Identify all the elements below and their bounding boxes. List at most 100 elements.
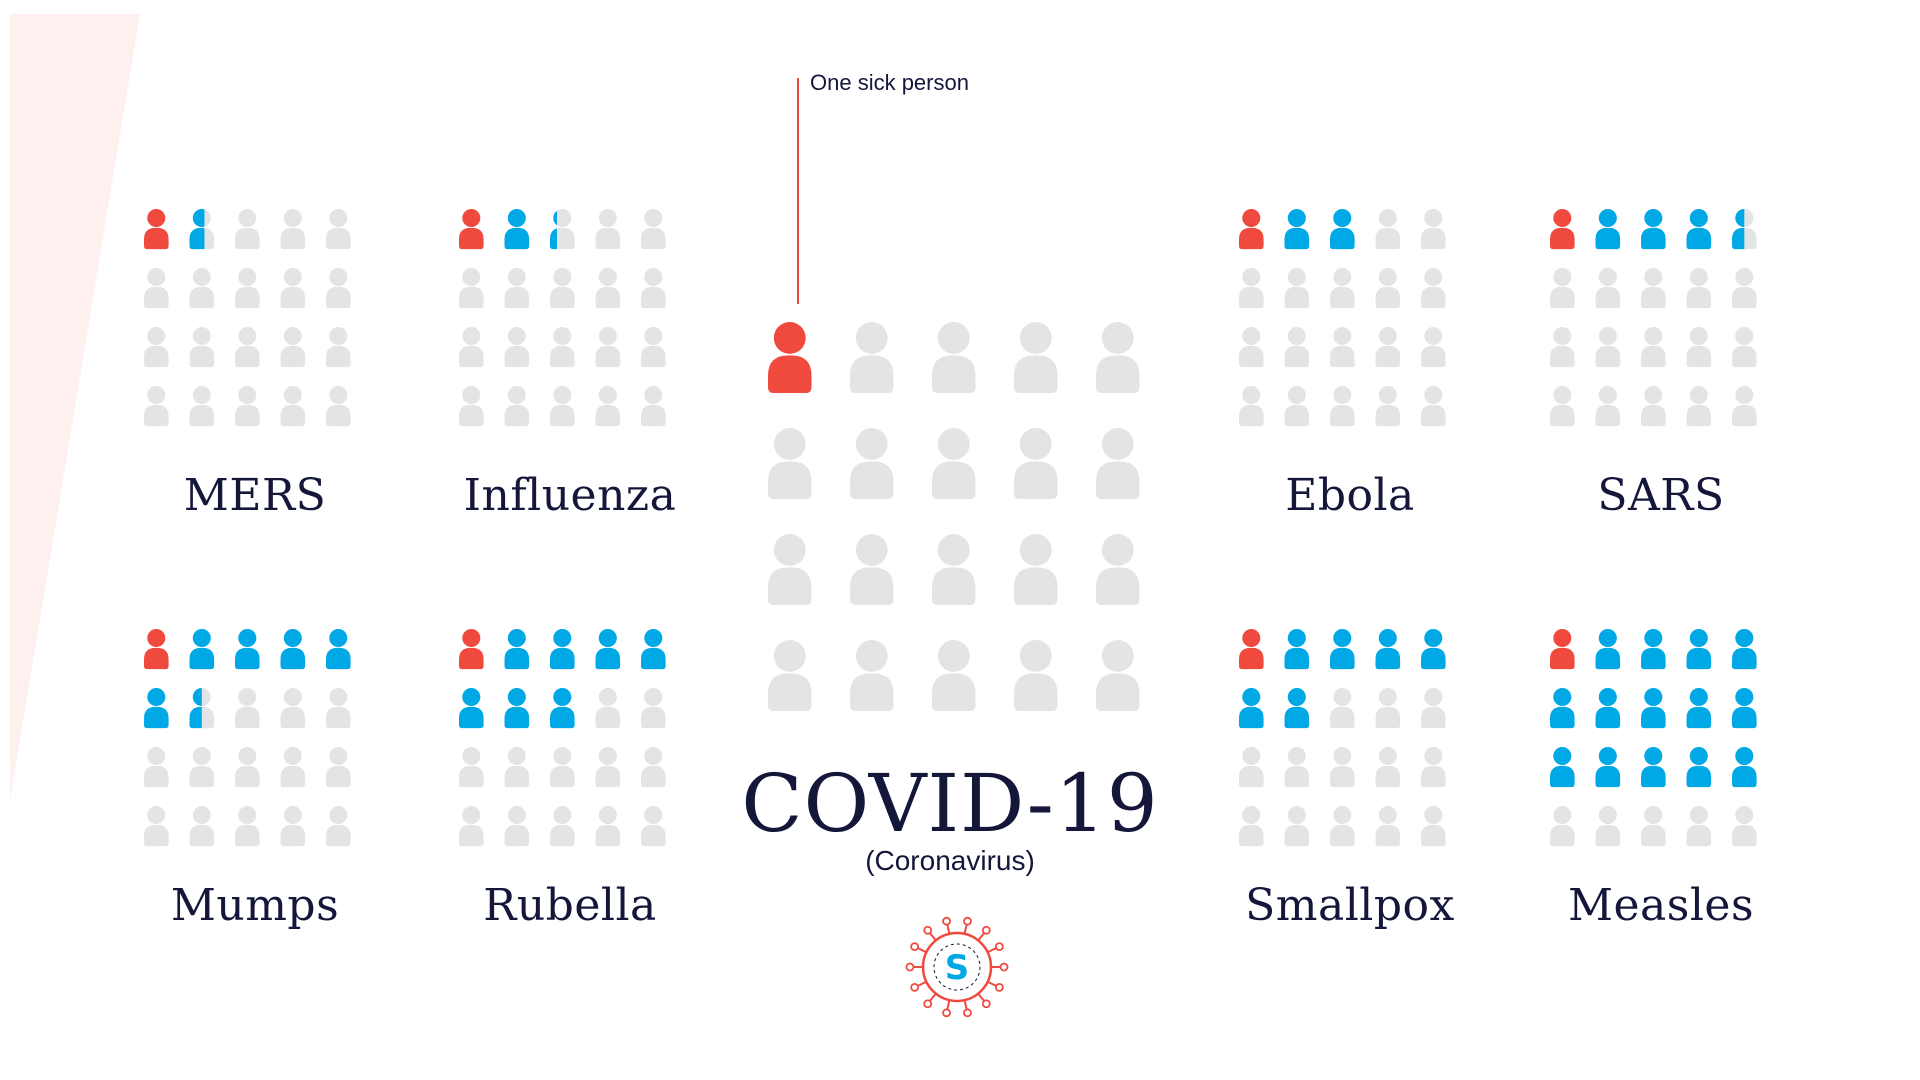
person-icon [550,747,575,788]
person-icon [1686,688,1712,729]
person-icon [326,806,351,847]
empty-person-icon [595,209,621,250]
empty-person-icon [144,327,169,368]
person-icon [1375,747,1401,788]
empty-person-icon [235,268,260,309]
person-icon [1641,386,1666,427]
empty-person-icon [1375,688,1401,729]
empty-person-icon [595,688,621,729]
empty-person-icon [144,747,169,788]
empty-person-icon [1686,268,1712,309]
person-icon [1330,268,1355,309]
person-icon [144,327,169,368]
person-icon [1550,209,1575,250]
person-icon [326,268,351,309]
empty-person-icon [1732,806,1757,847]
person-icon [1239,806,1264,847]
person-icon [144,688,169,729]
person-icon [1014,640,1058,712]
person-icon [326,209,351,250]
person-icon [641,327,666,368]
panel-sars: SARS [1546,205,1776,525]
infected-person-icon [1595,688,1621,729]
person-icon [1375,327,1401,368]
empty-person-icon [459,327,484,368]
person-icon [504,209,530,250]
person-icon [1284,386,1310,427]
empty-person-icon [1014,322,1058,394]
person-icon [280,386,306,427]
empty-person-icon [144,386,169,427]
empty-person-icon [326,806,351,847]
person-icon [1550,629,1575,670]
person-icon [1686,806,1712,847]
empty-person-icon [280,688,306,729]
infected-person-icon [1641,688,1666,729]
pictogram-grid [144,208,351,427]
infected-person-icon [1550,747,1575,788]
sick-person-icon [1239,209,1264,250]
empty-person-icon [1421,386,1446,427]
person-icon [1375,386,1401,427]
pictogram-grid [768,322,1140,712]
logo-letter: S [945,948,970,988]
empty-person-icon [641,688,666,729]
empty-person-icon [459,806,484,847]
person-icon [459,747,484,788]
person-icon [326,327,351,368]
empty-person-icon [1375,747,1401,788]
person-icon [144,806,169,847]
empty-person-icon [1014,640,1058,712]
empty-person-icon [1330,688,1355,729]
disease-label: Measles [1567,880,1755,931]
person-icon [1686,209,1712,250]
person-icon [235,386,260,427]
empty-person-icon [1375,268,1401,309]
person-icon [504,386,530,427]
person-icon [550,386,575,427]
empty-person-icon [1284,268,1310,309]
pictogram-grid [1550,208,1757,427]
empty-person-icon [1686,386,1712,427]
infected-person-icon [1421,629,1446,670]
person-icon [1595,688,1621,729]
empty-person-icon [1550,327,1575,368]
person-icon [235,688,260,729]
person-icon [641,747,666,788]
empty-person-icon [1375,806,1401,847]
empty-person-icon [768,428,812,500]
person-icon [459,327,484,368]
empty-person-icon [850,322,894,394]
person-icon [1550,268,1575,309]
disease-label: Mumps [170,880,340,931]
person-icon [144,747,169,788]
infected-person-icon [459,688,484,729]
person-icon [235,327,260,368]
empty-person-icon [1014,534,1058,606]
person-icon [1330,688,1355,729]
empty-person-icon [550,268,575,309]
infected-person-icon [189,208,205,250]
empty-person-icon [459,268,484,309]
empty-person-icon [641,268,666,309]
infected-person-icon [550,629,575,670]
person-icon [235,209,260,250]
person-icon [550,327,575,368]
person-icon [1595,268,1621,309]
empty-person-icon [1096,640,1140,712]
empty-person-icon [144,806,169,847]
empty-person-icon [1239,806,1264,847]
empty-person-icon [1284,386,1310,427]
empty-person-icon [1686,327,1712,368]
person-icon [144,629,169,670]
infected-person-icon [504,629,530,670]
person-icon [850,322,894,394]
person-icon [1550,386,1575,427]
person-icon [1641,806,1666,847]
disease-label: Smallpox [1245,880,1455,931]
infected-person-icon [144,688,169,729]
person-icon [1595,209,1621,250]
person-icon [1550,806,1575,847]
disease-label: SARS [1597,470,1725,521]
infected-person-icon [550,688,575,729]
